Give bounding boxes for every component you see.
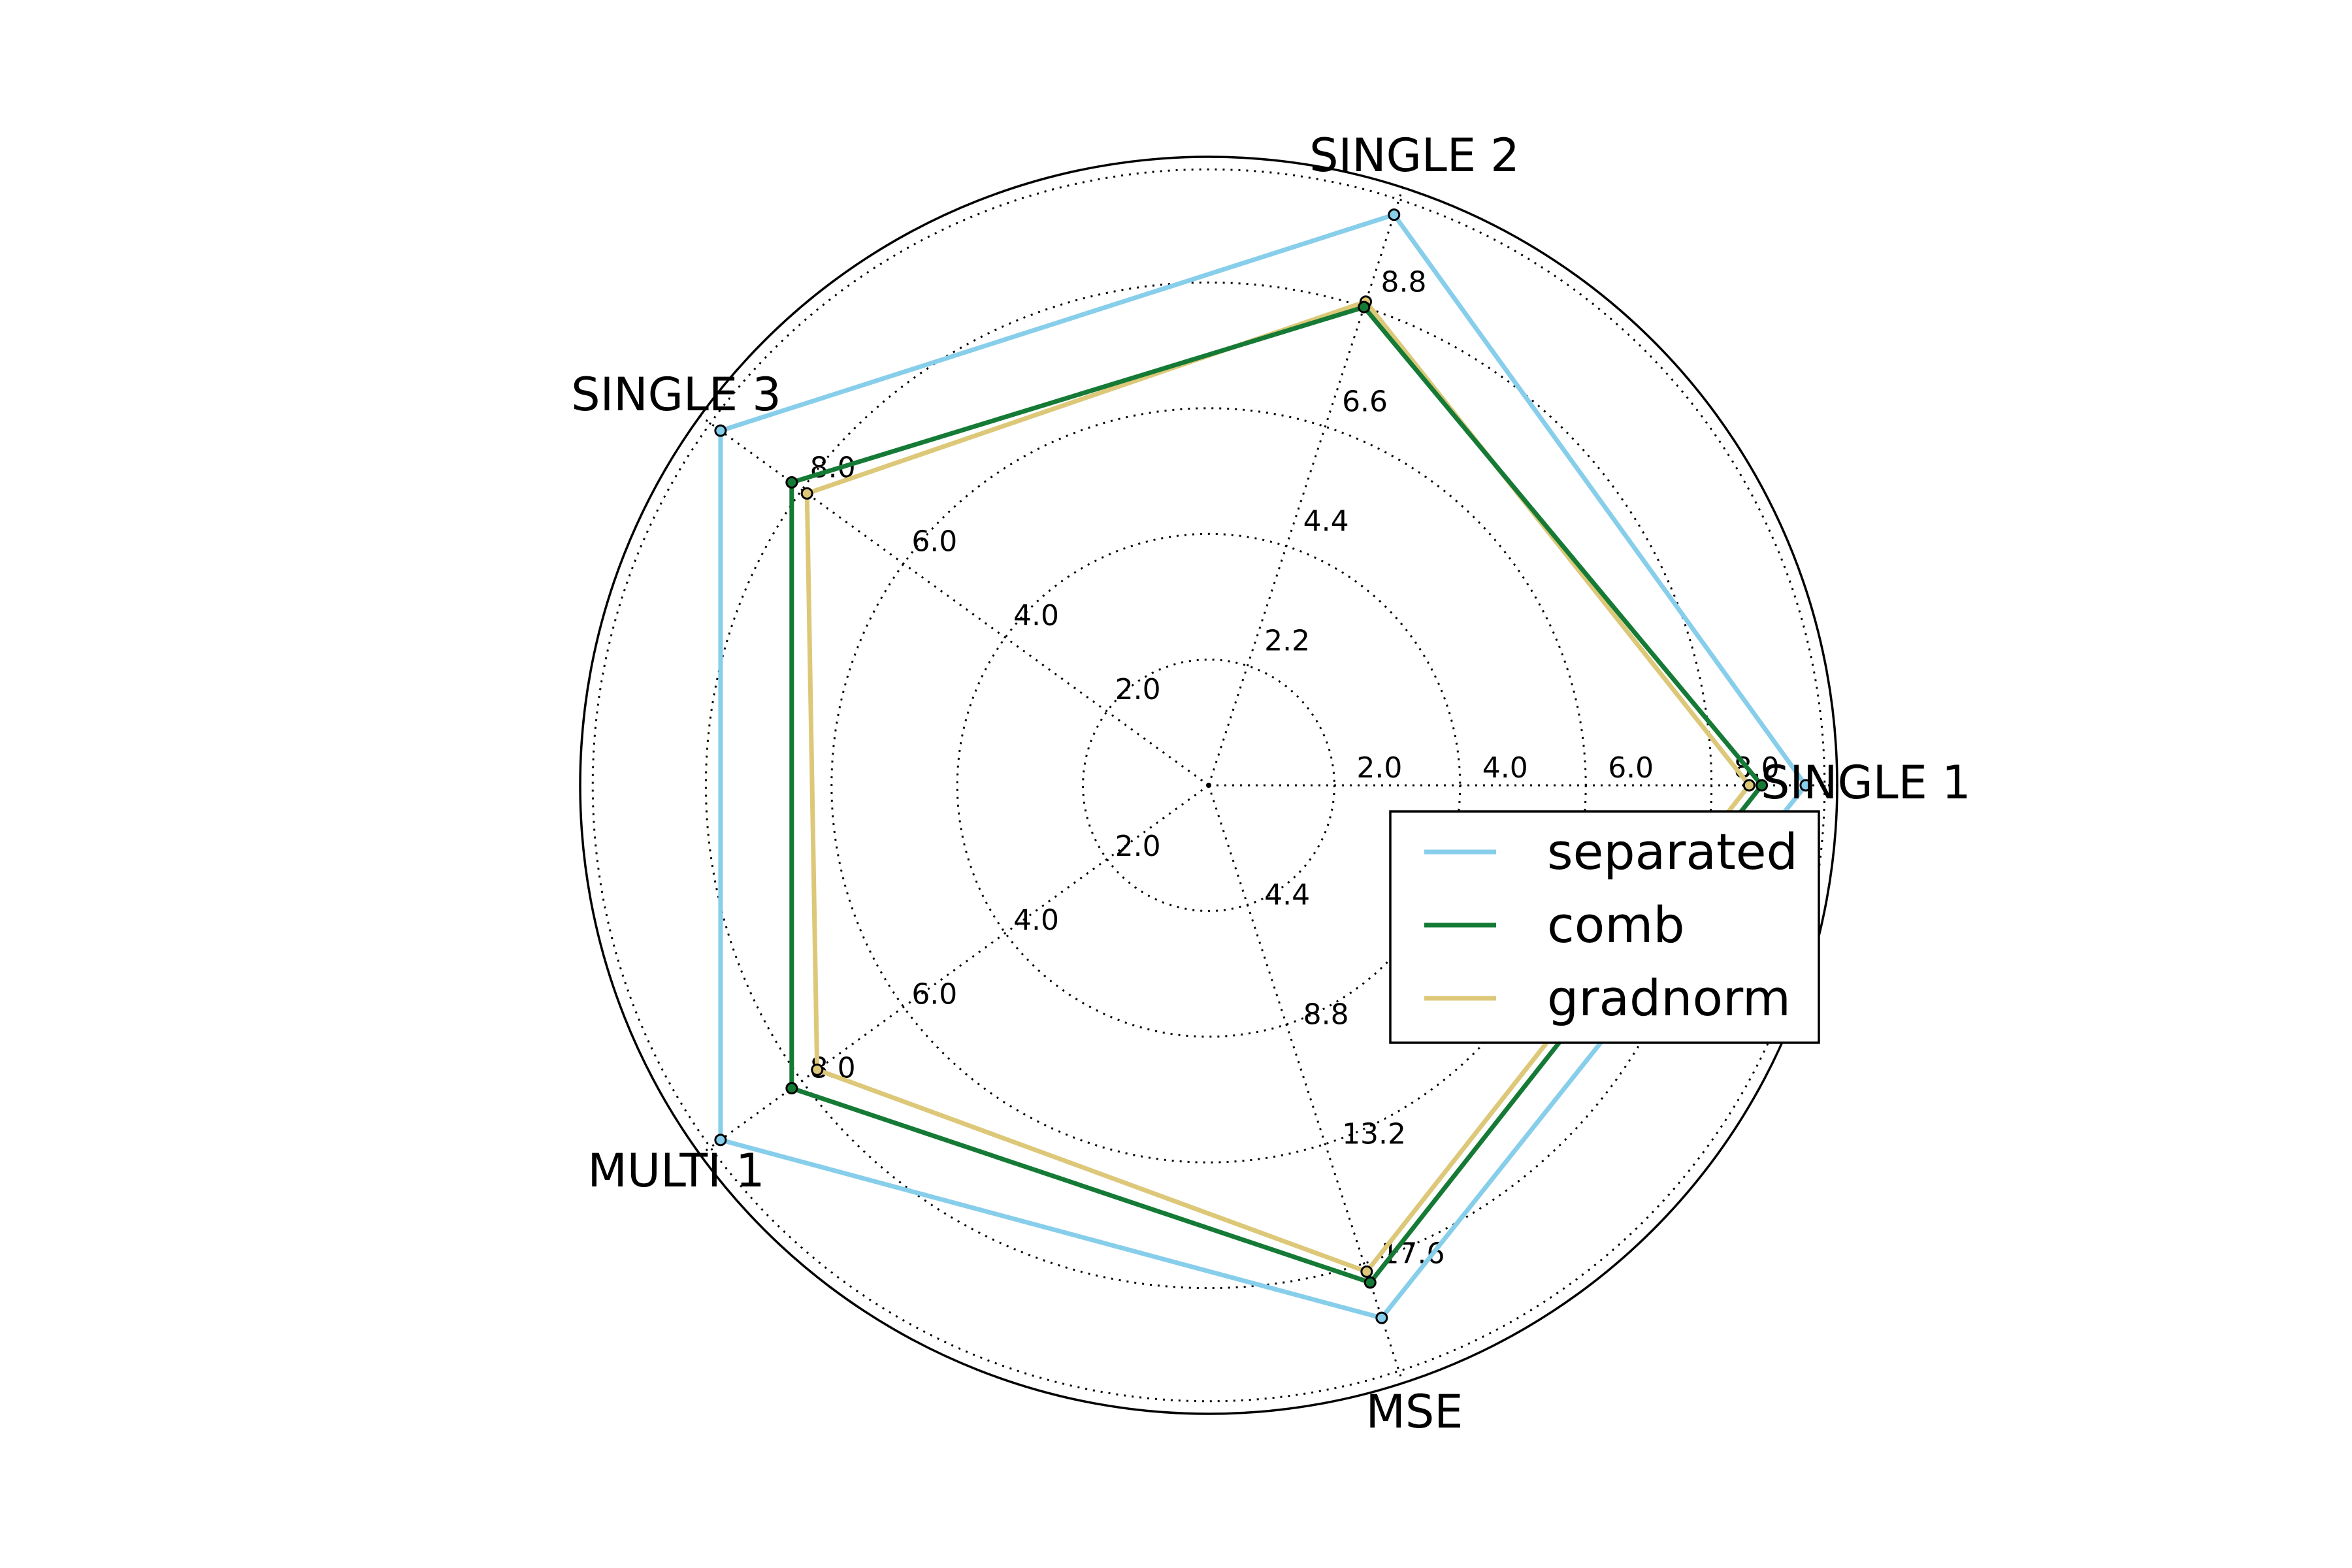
tick-label-single-3-1: 2.0 xyxy=(1115,673,1161,706)
tick-label-multi-1-2: 4.0 xyxy=(1013,904,1059,937)
point-comb-5 xyxy=(1364,1276,1377,1289)
axis-label-mse: MSE xyxy=(1365,1385,1463,1439)
point-gradnorm-4 xyxy=(811,1063,824,1076)
tick-label-multi-1-3: 6.0 xyxy=(911,977,957,1011)
point-separated-5 xyxy=(1375,1311,1388,1324)
tick-label-mse-2: 8.8 xyxy=(1303,998,1349,1031)
spoke-3 xyxy=(699,415,1209,787)
point-separated-4 xyxy=(714,1134,727,1147)
legend: separated comb gradnorm xyxy=(1389,810,1820,1044)
point-comb-2 xyxy=(1358,301,1371,314)
tick-label-multi-1-1: 2.0 xyxy=(1115,830,1161,863)
series-line-separated xyxy=(718,212,1809,1321)
tick-labels: 2.0 4.0 6.0 8.02.24.46.68.82.04.06.08.02.04… xyxy=(810,266,1780,1271)
axis-label-single-3: SINGLE 3 xyxy=(571,368,781,421)
tick-label-single-2-3: 6.6 xyxy=(1342,385,1388,419)
spoke-2 xyxy=(1207,187,1404,786)
tick-label-mse-1: 4.4 xyxy=(1264,878,1310,911)
axis-label-multi-1: MULTI 1 xyxy=(587,1144,764,1198)
point-separated-3 xyxy=(714,424,727,437)
point-separated-1 xyxy=(1799,779,1812,792)
tick-label-single-2-4: 8.8 xyxy=(1381,266,1427,299)
point-comb-1 xyxy=(1756,779,1769,792)
tick-label-mse-3: 13.2 xyxy=(1342,1117,1406,1151)
point-gradnorm-3 xyxy=(800,487,813,500)
tick-label-single-2-2: 4.4 xyxy=(1303,505,1349,538)
axis-labels: SINGLE 1 SINGLE 2 SINGLE 3 MULTI 1 MSE xyxy=(571,129,1971,1439)
axis-label-single-2: SINGLE 2 xyxy=(1309,129,1520,182)
tick-label-single-1-3: 6.0 xyxy=(1608,751,1654,785)
center-dot xyxy=(1206,783,1211,788)
legend-label-gradnorm: gradnorm xyxy=(1547,969,1791,1027)
point-comb-4 xyxy=(785,1082,798,1095)
point-gradnorm-1 xyxy=(1742,779,1756,792)
series-line-comb xyxy=(789,304,1765,1286)
tick-label-single-2-1: 2.2 xyxy=(1264,625,1310,658)
tick-label-single-3-2: 4.0 xyxy=(1013,599,1059,632)
legend-label-separated: separated xyxy=(1547,823,1798,881)
series-layer xyxy=(714,208,1812,1324)
radar-spokes xyxy=(699,187,1837,1384)
series-line-gradnorm xyxy=(804,299,1752,1275)
point-gradnorm-5 xyxy=(1360,1265,1373,1278)
point-separated-2 xyxy=(1388,208,1401,221)
grid-circle-outer-dotted xyxy=(591,168,1826,1403)
tick-label-single-1-1: 2.0 xyxy=(1356,751,1402,785)
tick-label-single-3-3: 6.0 xyxy=(911,525,957,559)
series-comb xyxy=(785,301,1769,1289)
tick-label-single-1-2: 4.0 xyxy=(1482,751,1528,785)
legend-label-comb: comb xyxy=(1547,896,1685,954)
axis-label-single-1: SINGLE 1 xyxy=(1761,756,1971,809)
point-comb-3 xyxy=(785,476,798,489)
spoke-5 xyxy=(1207,785,1404,1384)
spoke-4 xyxy=(699,784,1209,1156)
series-separated xyxy=(714,208,1812,1324)
series-gradnorm xyxy=(800,295,1756,1278)
